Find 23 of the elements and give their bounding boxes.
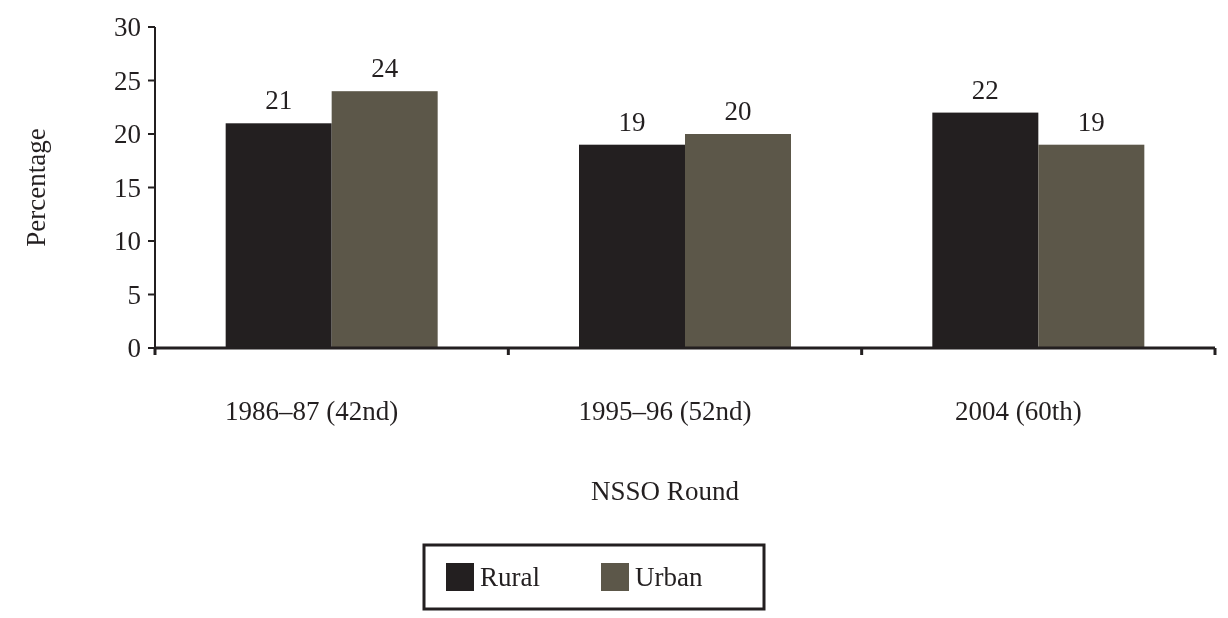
x-tick-label: 1986–87 (42nd) [225,396,399,426]
x-tick-label: 1995–96 (52nd) [578,396,752,426]
y-axis-title: Percentage [21,128,51,247]
data-label: 24 [371,53,399,84]
bar [685,134,791,348]
y-tick-label: 30 [114,12,141,43]
y-tick-label: 15 [114,172,141,203]
bar [1038,144,1145,348]
bar [331,91,438,348]
legend-label: Urban [635,562,703,593]
y-tick-label: 5 [127,279,141,310]
data-label: 19 [618,106,646,137]
y-tick-label: 10 [114,226,141,257]
data-label: 22 [971,74,999,105]
data-label: 21 [265,85,293,116]
x-tick-label: 2004 (60th) [954,396,1082,426]
y-tick-label: 0 [127,333,141,364]
y-tick-label: 25 [114,65,141,96]
legend-label: Rural [480,562,540,593]
data-label: 19 [1077,106,1105,137]
data-label: 20 [724,96,752,126]
y-tick-label: 20 [114,119,141,150]
x-axis-title: NSSO Round [591,476,740,506]
